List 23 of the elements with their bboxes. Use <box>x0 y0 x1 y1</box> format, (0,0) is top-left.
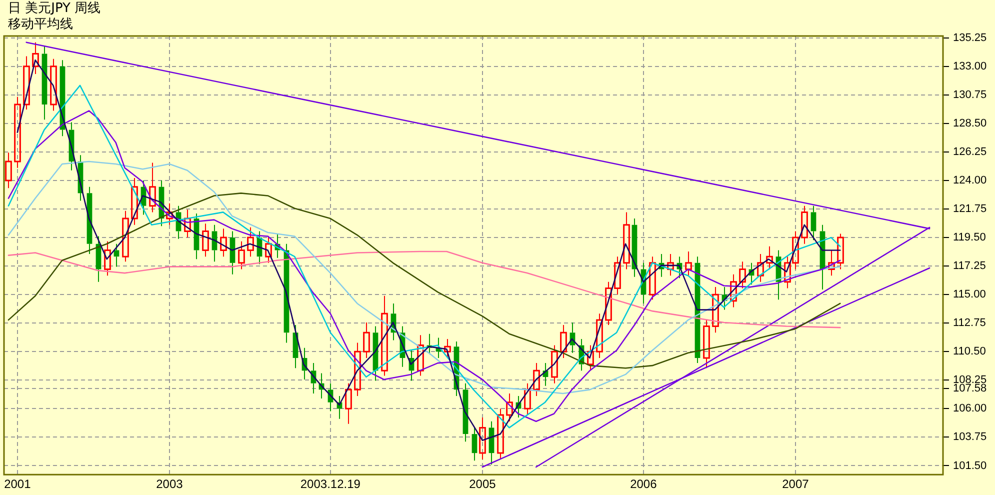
y-tick-label: 103.75 <box>953 431 987 444</box>
y-tick-label: 112.75 <box>953 317 986 330</box>
y-tick-label: 115.00 <box>953 288 986 301</box>
x-tick-label: 2003 <box>156 477 184 492</box>
y-tick-label: 110.50 <box>953 346 986 358</box>
chart-title: 日 美元JPY 周线 <box>8 0 101 16</box>
y-tick-label: 133.00 <box>953 60 987 72</box>
y-tick-label: 106.00 <box>953 402 987 415</box>
chart-subtitle: 移动平均线 <box>8 16 73 32</box>
x-tick-label: 2001 <box>4 477 32 492</box>
x-tick-label: 2007 <box>782 477 810 492</box>
y-tick-label: 130.75 <box>953 88 987 101</box>
y-tick-label: 101.50 <box>953 460 987 472</box>
y-tick-label: 135.25 <box>953 32 987 44</box>
y-tick-label: 121.75 <box>953 203 987 216</box>
x-tick-label: 2003.12.19 <box>300 477 361 492</box>
y-tick-label: 117.25 <box>953 260 986 272</box>
y-tick-label: 126.25 <box>953 146 987 158</box>
y-tick-label: 124.00 <box>953 174 987 187</box>
x-tick-label: 2006 <box>630 477 658 492</box>
y-tick-label: 119.50 <box>953 232 986 244</box>
y-tick-label: 128.50 <box>953 118 987 130</box>
x-tick-label: 2005 <box>469 477 496 492</box>
